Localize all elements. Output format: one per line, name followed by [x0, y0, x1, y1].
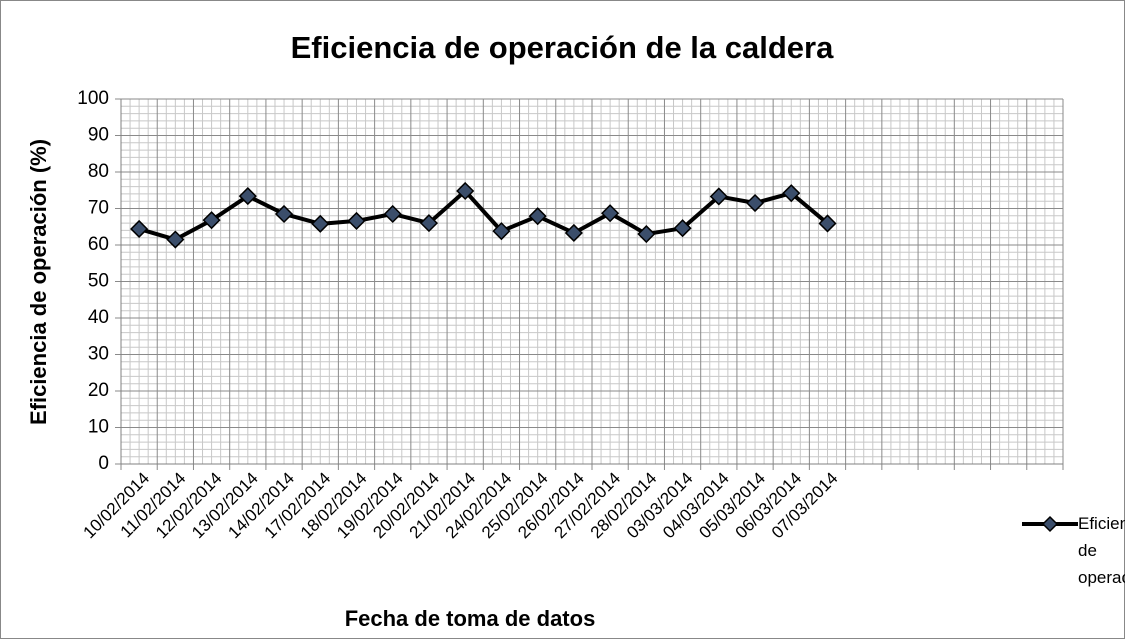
- data-point: [601, 204, 620, 223]
- y-tick-label: 50: [88, 271, 109, 292]
- legend-label: Eficiencia de operación: [1078, 514, 1125, 587]
- data-point: [419, 214, 439, 233]
- data-point: [564, 223, 583, 243]
- y-tick-label: 100: [77, 88, 109, 109]
- data-point: [745, 193, 765, 213]
- data-point: [456, 181, 475, 201]
- data-point: [492, 222, 511, 241]
- legend-marker: [1041, 515, 1059, 533]
- data-point: [238, 187, 257, 206]
- y-tick-label: 0: [98, 453, 109, 474]
- data-point: [130, 219, 149, 239]
- data-point: [818, 214, 837, 233]
- chart-title: Eficiencia de operación de la caldera: [291, 30, 834, 65]
- y-tick-label: 40: [88, 307, 109, 328]
- data-point: [383, 204, 402, 224]
- x-axis-title: Fecha de toma de datos: [345, 606, 596, 631]
- y-tick-label: 80: [88, 161, 109, 182]
- data-point: [166, 230, 185, 249]
- y-axis-title: Eficiencia de operación (%): [26, 139, 51, 425]
- data-point: [347, 211, 366, 230]
- data-point: [202, 211, 221, 230]
- data-point: [673, 219, 692, 238]
- data-point: [274, 204, 294, 224]
- data-point: [311, 214, 330, 233]
- y-tick-label: 60: [88, 234, 109, 255]
- y-tick-label: 90: [88, 125, 109, 146]
- y-tick-label: 10: [88, 417, 109, 438]
- y-tick-label: 30: [88, 344, 109, 365]
- data-point: [709, 187, 728, 206]
- data-point: [528, 207, 547, 226]
- y-tick-label: 20: [88, 380, 109, 401]
- data-point: [782, 184, 801, 203]
- data-point: [637, 224, 656, 244]
- y-tick-label: 70: [88, 198, 109, 219]
